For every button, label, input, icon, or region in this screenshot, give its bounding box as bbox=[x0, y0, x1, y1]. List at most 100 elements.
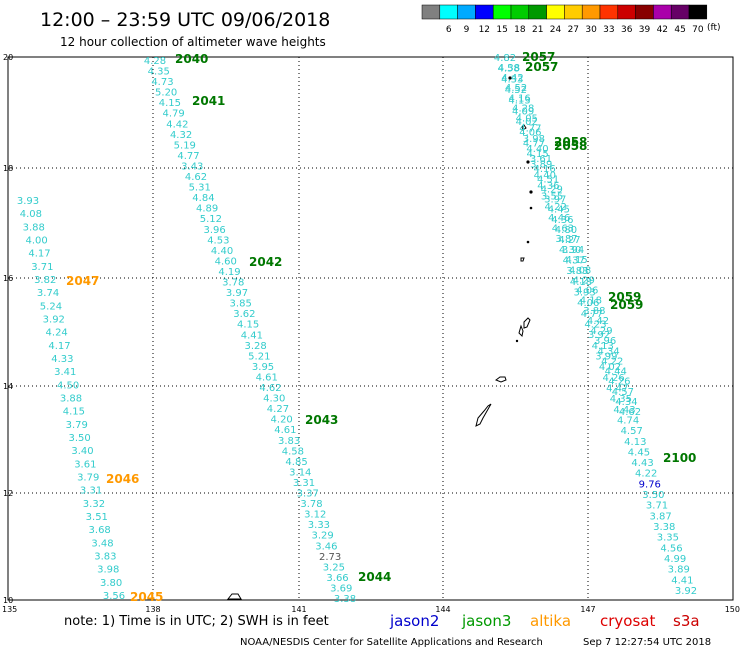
wave-height-value: 3.89 bbox=[668, 565, 690, 576]
wave-height-value: 4.27 bbox=[267, 404, 289, 415]
land-features bbox=[226, 124, 531, 600]
wave-height-value: 4.42 bbox=[166, 119, 188, 130]
wave-height-value: 3.99 bbox=[595, 351, 617, 362]
wave-height-value: 4.62 bbox=[185, 172, 207, 183]
credit-text: NOAA/NESDIS Center for Satellite Applica… bbox=[240, 637, 543, 648]
wave-height-value: 3.97 bbox=[544, 195, 566, 206]
islet-4 bbox=[529, 206, 533, 210]
legend-label: 42 bbox=[657, 25, 668, 35]
wave-height-value: 5.19 bbox=[174, 140, 196, 151]
wave-height-value: 4.20 bbox=[271, 415, 293, 426]
wave-height-value: 3.66 bbox=[326, 573, 348, 584]
ground-track: 4.284.354.735.204.154.794.424.325.194.77… bbox=[144, 52, 392, 605]
pass-time-label: 2047 bbox=[66, 274, 99, 288]
wave-height-value: 3.48 bbox=[91, 538, 113, 549]
wave-height-value: 3.92 bbox=[588, 330, 610, 341]
wave-height-value: 4.24 bbox=[46, 328, 68, 339]
wave-height-value: 3.98 bbox=[523, 134, 545, 145]
islet-1 bbox=[508, 76, 512, 80]
legend-swatch bbox=[546, 4, 565, 20]
wave-height-value: 4.38 bbox=[498, 63, 520, 74]
wave-height-value: 4.43 bbox=[631, 458, 653, 469]
wave-height-value: 3.50 bbox=[68, 433, 90, 444]
wave-height-value: 4.60 bbox=[215, 256, 237, 267]
wave-height-value: 4.77 bbox=[177, 151, 199, 162]
longitude-tick-label: 141 bbox=[291, 605, 306, 614]
wave-height-value: 4.15 bbox=[159, 98, 181, 109]
legend-swatch bbox=[617, 4, 636, 20]
legend-swatch bbox=[492, 4, 512, 20]
wave-height-value: 3.62 bbox=[233, 309, 255, 320]
wave-height-value: 4.80 bbox=[555, 225, 577, 236]
wave-height-value: 4.73 bbox=[151, 77, 173, 88]
wave-height-value: 3.89 bbox=[530, 160, 552, 171]
wave-height-value: 4.26 bbox=[602, 373, 624, 384]
wave-height-value: 3.93 bbox=[574, 288, 596, 299]
legend-label: 6 bbox=[446, 25, 452, 35]
legend-label: 36 bbox=[621, 25, 633, 35]
legend-swatch bbox=[653, 4, 672, 20]
wave-height-value: 4.53 bbox=[207, 235, 229, 246]
map-title: 12:00 – 23:59 UTC 09/06/2018 bbox=[40, 9, 330, 31]
wave-height-value: 4.22 bbox=[545, 202, 567, 213]
pass-time-label: 2044 bbox=[358, 570, 391, 584]
legend-swatch bbox=[635, 4, 654, 20]
pass-time-label: 2046 bbox=[106, 472, 139, 486]
wave-height-value: 3.74 bbox=[37, 288, 59, 299]
wave-height-value: 4.32 bbox=[170, 130, 192, 141]
wave-height-value: 4.45 bbox=[548, 205, 570, 216]
island-north-1 bbox=[520, 257, 525, 262]
wave-height-value: 4.89 bbox=[196, 204, 218, 215]
wave-height-value: 3.78 bbox=[222, 278, 244, 289]
latitude-tick-label: 18 bbox=[3, 164, 13, 173]
islet-3 bbox=[529, 190, 533, 194]
wave-height-value: 3.55 bbox=[541, 192, 563, 203]
wave-height-value: 4.41 bbox=[671, 575, 693, 586]
wave-height-value: 4.57 bbox=[612, 387, 634, 398]
wave-height-value: 3.88 bbox=[583, 306, 605, 317]
wave-height-value: 4.43 bbox=[613, 405, 635, 416]
map-subtitle: 12 hour collection of altimeter wave hei… bbox=[60, 35, 326, 49]
wave-height-value: 4.17 bbox=[28, 249, 50, 260]
legend-label: 24 bbox=[550, 25, 562, 35]
wave-height-value: 4.74 bbox=[617, 415, 639, 426]
longitude-labels: 135 138 141 144 147 150 bbox=[2, 605, 740, 614]
wave-height-value: 3.92 bbox=[43, 315, 65, 326]
wave-height-value: 4.46 bbox=[548, 213, 570, 224]
wave-height-value: 3.96 bbox=[594, 336, 616, 347]
islet-6 bbox=[515, 339, 519, 343]
wave-height-value: 4.61 bbox=[256, 372, 278, 383]
wave-height-value: 4.19 bbox=[218, 267, 240, 278]
wave-height-value: 3.31 bbox=[293, 478, 315, 489]
legend-swatch bbox=[688, 4, 708, 20]
wave-height-value: 4.40 bbox=[526, 144, 548, 155]
wave-height-value: 4.36 bbox=[551, 215, 573, 226]
wave-height-value: 4.56 bbox=[660, 543, 682, 554]
pass-time-label: 2057 bbox=[525, 60, 558, 74]
wave-height-value: 3.12 bbox=[304, 510, 326, 521]
wave-height-value: 3.88 bbox=[60, 394, 82, 405]
wave-height-value: 3.96 bbox=[203, 225, 225, 236]
wave-height-value: 3.79 bbox=[66, 420, 88, 431]
island-rota bbox=[494, 376, 507, 383]
wave-height-value: 3.31 bbox=[80, 486, 102, 497]
wave-height-value: 3.61 bbox=[530, 154, 552, 165]
wave-height-value: 3.94 bbox=[562, 245, 584, 256]
wave-height-value: 4.16 bbox=[533, 164, 555, 175]
wave-height-value: 4.77 bbox=[581, 309, 603, 320]
wave-height-value: 3.87 bbox=[650, 511, 672, 522]
pass-time-label: 2057 bbox=[522, 50, 555, 64]
wave-height-value: 3.37 bbox=[297, 489, 319, 500]
wave-height-value: 5.12 bbox=[200, 214, 222, 225]
map-frame bbox=[7, 56, 734, 601]
wave-height-value: 3.50 bbox=[642, 490, 664, 501]
wave-height-value: 4.18 bbox=[570, 277, 592, 288]
wave-height-value: 4.06 bbox=[519, 128, 541, 139]
wave-height-value: 5.31 bbox=[189, 183, 211, 194]
wave-height-value: 3.88 bbox=[23, 222, 45, 233]
wave-height-value: 4.42 bbox=[501, 73, 523, 84]
wave-height-value: 4.28 bbox=[144, 56, 166, 67]
island-north-2 bbox=[521, 124, 527, 131]
satellite-name: cryosat bbox=[600, 612, 655, 630]
